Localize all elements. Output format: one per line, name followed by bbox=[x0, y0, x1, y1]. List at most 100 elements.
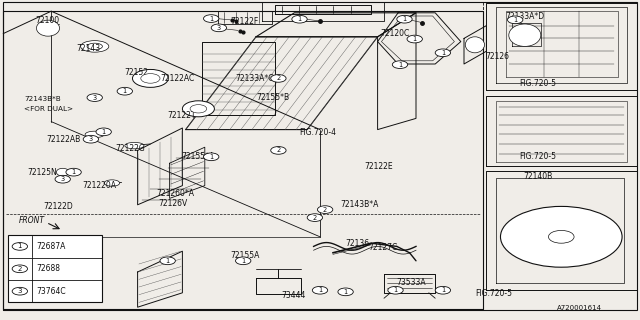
Text: 72126: 72126 bbox=[485, 52, 509, 60]
Circle shape bbox=[407, 35, 422, 43]
Circle shape bbox=[190, 105, 207, 113]
Circle shape bbox=[117, 87, 132, 95]
Circle shape bbox=[508, 16, 523, 24]
Text: 1: 1 bbox=[394, 287, 397, 293]
Text: 3: 3 bbox=[93, 95, 97, 100]
Text: A720001614: A720001614 bbox=[557, 305, 602, 311]
Text: 72143B*A: 72143B*A bbox=[340, 200, 379, 209]
Circle shape bbox=[204, 15, 219, 22]
Text: 1: 1 bbox=[413, 36, 417, 42]
Text: 1: 1 bbox=[441, 287, 445, 293]
Circle shape bbox=[96, 128, 111, 136]
Ellipse shape bbox=[87, 43, 102, 50]
Circle shape bbox=[397, 15, 412, 23]
Circle shape bbox=[392, 61, 408, 68]
Text: 3: 3 bbox=[89, 136, 93, 142]
Circle shape bbox=[83, 135, 99, 143]
Text: FIG.720-5: FIG.720-5 bbox=[520, 79, 557, 88]
Ellipse shape bbox=[85, 131, 104, 138]
Text: 72152: 72152 bbox=[125, 68, 149, 76]
Circle shape bbox=[211, 24, 227, 32]
Text: 1: 1 bbox=[441, 50, 445, 56]
Circle shape bbox=[236, 257, 251, 265]
Circle shape bbox=[12, 243, 28, 250]
Text: 72688: 72688 bbox=[36, 264, 60, 273]
Text: 72143: 72143 bbox=[77, 44, 101, 52]
Ellipse shape bbox=[509, 24, 541, 46]
Text: 72100: 72100 bbox=[35, 16, 60, 25]
Text: 73764C: 73764C bbox=[36, 287, 65, 296]
Text: 72143B*B: 72143B*B bbox=[24, 96, 61, 102]
Ellipse shape bbox=[56, 168, 69, 176]
Text: 72122T: 72122T bbox=[168, 111, 196, 120]
Ellipse shape bbox=[465, 37, 484, 53]
Text: 2: 2 bbox=[313, 215, 317, 220]
Circle shape bbox=[12, 265, 28, 273]
Text: 72122E: 72122E bbox=[365, 162, 394, 171]
Circle shape bbox=[500, 206, 622, 267]
Text: 72133A*C: 72133A*C bbox=[236, 74, 274, 83]
Circle shape bbox=[55, 175, 70, 183]
Text: 1: 1 bbox=[298, 16, 301, 22]
Text: 721260*A: 721260*A bbox=[157, 189, 195, 198]
Ellipse shape bbox=[104, 180, 120, 186]
Circle shape bbox=[307, 214, 323, 221]
Circle shape bbox=[12, 287, 28, 295]
Text: 72155A: 72155A bbox=[230, 252, 260, 260]
Text: 721220A: 721220A bbox=[82, 181, 116, 190]
Ellipse shape bbox=[81, 41, 109, 52]
Text: FIG.720-5: FIG.720-5 bbox=[520, 152, 557, 161]
Circle shape bbox=[141, 74, 160, 83]
Circle shape bbox=[87, 94, 102, 101]
Circle shape bbox=[435, 49, 451, 57]
Text: 1: 1 bbox=[209, 16, 213, 21]
Text: 1: 1 bbox=[513, 17, 517, 23]
Text: 72122F: 72122F bbox=[230, 17, 259, 26]
Text: 72125N: 72125N bbox=[27, 168, 56, 177]
Circle shape bbox=[292, 15, 307, 23]
Bar bbox=[8, 235, 102, 302]
Text: 72122AC: 72122AC bbox=[160, 74, 195, 83]
Text: 2: 2 bbox=[323, 207, 327, 212]
Text: 1: 1 bbox=[344, 289, 348, 295]
Circle shape bbox=[548, 230, 574, 243]
Text: 1: 1 bbox=[209, 154, 213, 160]
Text: 1: 1 bbox=[398, 62, 402, 68]
Circle shape bbox=[271, 147, 286, 154]
Text: 3: 3 bbox=[61, 176, 65, 182]
Text: 1: 1 bbox=[318, 287, 322, 293]
Text: FIG.720-5: FIG.720-5 bbox=[475, 289, 512, 298]
Circle shape bbox=[132, 69, 168, 87]
Text: <FOR DUAL>: <FOR DUAL> bbox=[24, 106, 74, 112]
Text: 72155*A: 72155*A bbox=[182, 152, 215, 161]
Text: 3: 3 bbox=[17, 288, 22, 294]
Text: 1: 1 bbox=[72, 169, 76, 175]
Circle shape bbox=[66, 168, 81, 176]
Circle shape bbox=[317, 206, 333, 213]
Text: 72687A: 72687A bbox=[36, 242, 65, 251]
Text: 72126V: 72126V bbox=[159, 199, 188, 208]
Text: 72122G: 72122G bbox=[115, 144, 145, 153]
Circle shape bbox=[388, 286, 403, 294]
Circle shape bbox=[338, 288, 353, 296]
Text: 72122D: 72122D bbox=[44, 202, 73, 211]
Text: 72136: 72136 bbox=[346, 239, 370, 248]
Text: 1: 1 bbox=[241, 258, 245, 264]
Text: 1: 1 bbox=[17, 244, 22, 249]
Text: 72120C: 72120C bbox=[381, 29, 410, 38]
Text: 73533A: 73533A bbox=[397, 278, 426, 287]
Text: 2: 2 bbox=[276, 148, 280, 153]
Text: 1: 1 bbox=[102, 129, 106, 135]
Text: 73444: 73444 bbox=[282, 291, 306, 300]
Text: 3: 3 bbox=[217, 25, 221, 31]
Circle shape bbox=[160, 257, 175, 265]
Text: 1: 1 bbox=[166, 258, 170, 264]
Text: 2: 2 bbox=[18, 266, 22, 272]
Text: 72127C: 72127C bbox=[368, 243, 397, 252]
Text: FRONT: FRONT bbox=[19, 216, 45, 225]
Circle shape bbox=[182, 101, 214, 117]
Text: 1: 1 bbox=[403, 16, 406, 22]
Text: 72133A*D: 72133A*D bbox=[506, 12, 545, 20]
Circle shape bbox=[271, 75, 286, 82]
Text: 72155*B: 72155*B bbox=[256, 93, 289, 102]
